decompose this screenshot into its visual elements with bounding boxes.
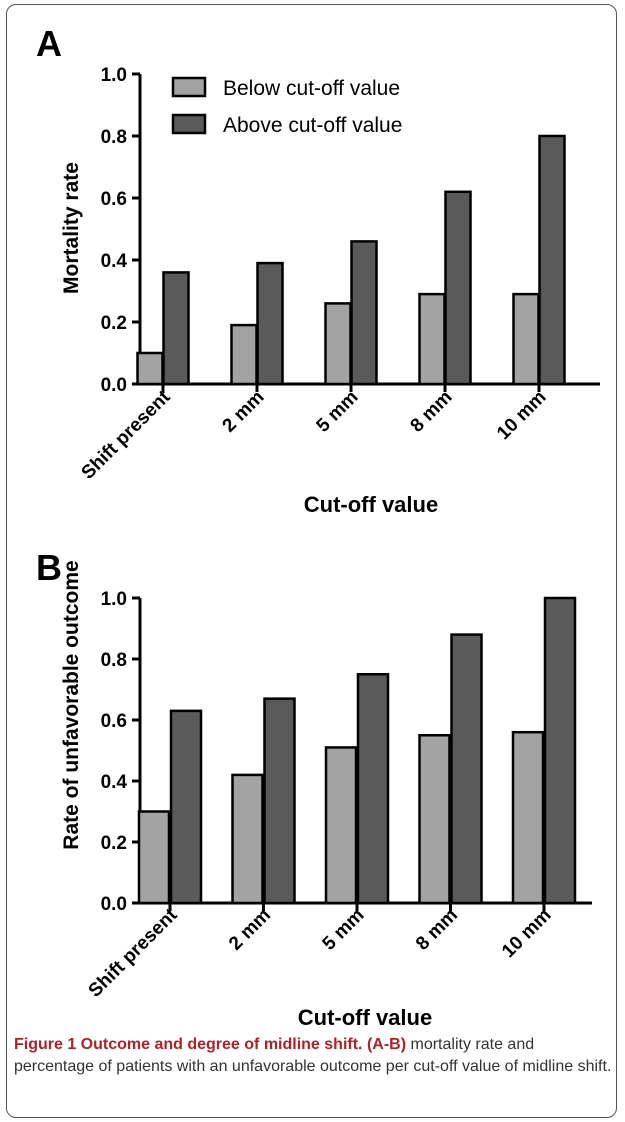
panel-a-xlabel: Cut-off value [304,492,438,517]
bar-below [511,730,545,905]
y-tick-label: 0.2 [101,313,127,334]
y-tick-label: 0.6 [101,711,127,732]
y-tick-label: 1.0 [101,589,127,610]
bar-above [256,261,284,386]
bar-above [350,240,378,386]
x-tick-label: 5 mm [313,387,363,437]
bar-below [418,292,446,386]
legend-swatch-above [171,113,207,135]
bar-above [162,271,190,386]
figure-frame [6,4,617,1118]
y-tick-label: 0.6 [101,189,127,210]
bar-above [169,709,203,905]
legend-swatch-below [171,76,207,98]
y-tick-label: 0.8 [101,650,127,671]
bar-below [231,773,264,905]
panel-a-legend: Below cut-off value Above cut-off value [171,76,402,137]
x-tick-label: 10 mm [498,905,555,962]
x-tick-label: 2 mm [225,905,275,955]
x-tick-label: Shift present [85,904,182,1001]
panel-b-label: B [36,547,62,588]
bar-below [418,734,451,905]
x-tick-label: 5 mm [319,905,369,955]
legend-label-below: Below cut-off value [223,77,400,100]
y-tick-label: 0.0 [101,894,127,915]
y-tick-label: 0.0 [101,375,127,396]
bar-below [136,351,164,386]
bar-above [356,673,390,905]
figure-caption: Figure 1 Outcome and degree of midline s… [14,1034,614,1078]
y-tick-label: 1.0 [101,65,127,86]
y-tick-label: 0.2 [101,833,127,854]
panel-a-label: A [36,23,62,64]
bar-below [137,810,171,905]
bar-above [444,190,472,386]
panel-b-ylabel: Rate of unfavorable outcome [60,560,83,849]
panel-a-ylabel: Mortality rate [60,162,83,294]
y-tick-label: 0.4 [101,772,128,793]
x-tick-label: Shift present [78,386,175,483]
bar-above [450,633,483,905]
bar-below [512,292,540,386]
bar-below [230,323,258,386]
bar-above [263,697,296,905]
x-tick-label: 8 mm [407,387,457,437]
bar-below [324,746,358,905]
panel-a: A Mortality rate Cut-off value Below cut… [36,23,600,517]
caption-body: mortality rate and percentage of patient… [14,1036,612,1075]
bar-below [324,302,352,386]
x-tick-label: 2 mm [219,387,269,437]
legend-label-above: Above cut-off value [223,114,402,137]
y-tick-label: 0.4 [101,251,128,272]
caption-lead: (A-B) [366,1036,407,1053]
figure-svg: A Mortality rate Cut-off value Below cut… [36,23,600,1030]
bar-above [543,596,577,905]
y-tick-label: 0.8 [101,127,127,148]
caption-title: Figure 1 Outcome and degree of midline s… [14,1036,363,1053]
bar-above [538,134,566,386]
panel-b-xlabel: Cut-off value [298,1005,432,1030]
panel-b: B Rate of unfavorable outcome Cut-off va… [36,547,592,1030]
x-tick-label: 8 mm [412,905,462,955]
x-tick-label: 10 mm [493,387,550,444]
